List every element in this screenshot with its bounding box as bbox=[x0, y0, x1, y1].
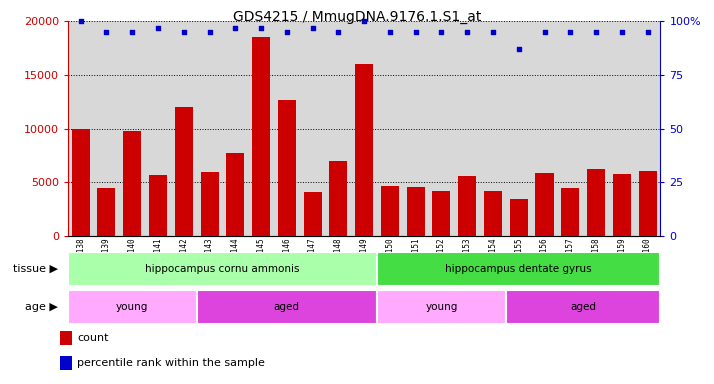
Text: young: young bbox=[426, 302, 458, 312]
Point bbox=[384, 29, 396, 35]
Bar bbox=[71, 129, 90, 236]
Bar bbox=[175, 107, 193, 236]
Bar bbox=[329, 161, 348, 236]
Point bbox=[358, 18, 370, 24]
Text: age ▶: age ▶ bbox=[25, 302, 58, 312]
Bar bbox=[149, 175, 167, 236]
Bar bbox=[377, 290, 506, 324]
Bar bbox=[303, 192, 321, 236]
Bar bbox=[377, 252, 660, 286]
Point bbox=[178, 29, 189, 35]
Bar bbox=[613, 174, 630, 236]
Bar bbox=[536, 173, 553, 236]
Text: young: young bbox=[116, 302, 149, 312]
Point bbox=[281, 29, 293, 35]
Bar bbox=[638, 170, 657, 236]
Point bbox=[101, 29, 112, 35]
Bar bbox=[561, 188, 579, 236]
Bar bbox=[226, 153, 244, 236]
Point bbox=[203, 29, 215, 35]
Bar bbox=[60, 356, 71, 370]
Bar bbox=[68, 252, 377, 286]
Text: tissue ▶: tissue ▶ bbox=[13, 264, 58, 274]
Bar bbox=[201, 172, 218, 236]
Bar bbox=[252, 37, 270, 236]
Point bbox=[539, 29, 550, 35]
Bar bbox=[278, 99, 296, 236]
Point bbox=[513, 46, 525, 52]
Text: aged: aged bbox=[274, 302, 300, 312]
Point bbox=[152, 25, 164, 31]
Text: hippocampus dentate gyrus: hippocampus dentate gyrus bbox=[446, 264, 592, 274]
Bar bbox=[355, 64, 373, 236]
Bar bbox=[510, 199, 528, 236]
Text: percentile rank within the sample: percentile rank within the sample bbox=[77, 358, 265, 368]
Point bbox=[126, 29, 138, 35]
Bar bbox=[458, 176, 476, 236]
Point bbox=[565, 29, 576, 35]
Point bbox=[307, 25, 318, 31]
Point bbox=[642, 29, 653, 35]
Point bbox=[461, 29, 473, 35]
Bar bbox=[407, 187, 425, 236]
Point bbox=[436, 29, 447, 35]
Bar bbox=[506, 290, 660, 324]
Point bbox=[487, 29, 498, 35]
Bar bbox=[60, 331, 71, 345]
Bar bbox=[433, 191, 451, 236]
Text: hippocampus cornu ammonis: hippocampus cornu ammonis bbox=[145, 264, 300, 274]
Bar bbox=[124, 131, 141, 236]
Text: count: count bbox=[77, 333, 109, 343]
Bar bbox=[97, 188, 116, 236]
Point bbox=[616, 29, 628, 35]
Bar bbox=[484, 191, 502, 236]
Bar bbox=[587, 169, 605, 236]
Point bbox=[230, 25, 241, 31]
Text: aged: aged bbox=[570, 302, 596, 312]
Bar bbox=[196, 290, 377, 324]
Bar bbox=[68, 290, 196, 324]
Point bbox=[256, 25, 267, 31]
Bar bbox=[381, 185, 399, 236]
Point bbox=[75, 18, 86, 24]
Text: GDS4215 / MmugDNA.9176.1.S1_at: GDS4215 / MmugDNA.9176.1.S1_at bbox=[233, 10, 481, 23]
Point bbox=[410, 29, 421, 35]
Point bbox=[333, 29, 344, 35]
Point bbox=[590, 29, 602, 35]
